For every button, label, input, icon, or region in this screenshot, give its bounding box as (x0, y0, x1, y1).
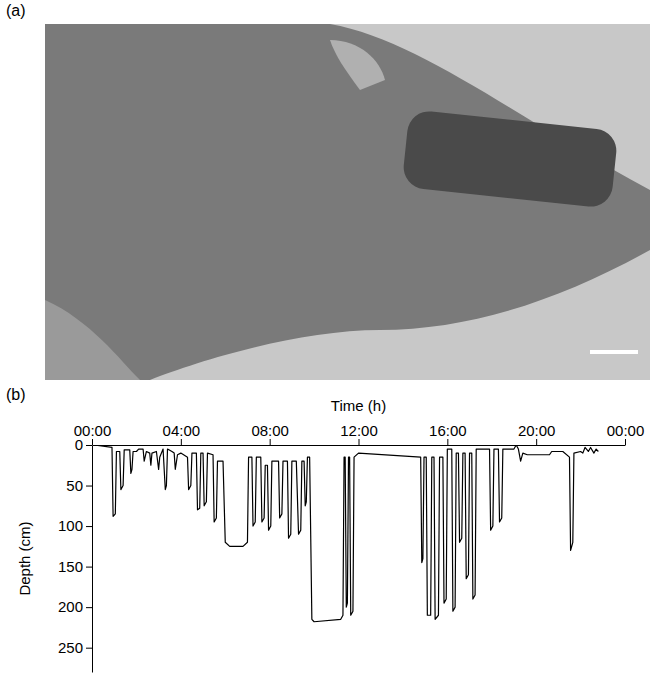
y-tick-label: 150 (58, 558, 83, 575)
x-tick-label: 08:00 (251, 422, 289, 439)
x-tick-label: 16:00 (429, 422, 467, 439)
x-tick-mark (270, 439, 271, 445)
figure: (a)(b)00:0004:0008:0012:0016:0020:0000:0… (0, 0, 656, 685)
y-tick-label: 200 (58, 598, 83, 615)
x-tick-mark (181, 439, 182, 445)
y-tick-mark (86, 567, 92, 568)
x-axis-line (93, 445, 626, 446)
y-tick-mark (86, 648, 92, 649)
y-axis-title: Depth (cm) (16, 521, 33, 595)
y-tick-label: 50 (66, 477, 83, 494)
photo-background (45, 24, 650, 380)
y-tick-label: 0 (75, 436, 83, 453)
x-tick-label: 04:00 (163, 422, 201, 439)
y-tick: 100 (58, 517, 92, 534)
x-tick: 16:00 (429, 422, 467, 445)
y-tick-label: 100 (58, 517, 83, 534)
x-tick: 12:00 (340, 422, 378, 445)
data-logger (401, 109, 618, 209)
panel-label: (a) (6, 2, 26, 19)
x-tick: 00:00 (607, 422, 645, 445)
y-axis: 0 50 100 150 200 250 (58, 436, 93, 672)
x-tick-label: 00:00 (607, 422, 645, 439)
scale-bar (590, 350, 638, 354)
photo (45, 24, 650, 380)
y-axis-line (92, 446, 93, 673)
panel-label: (b) (6, 386, 26, 403)
y-tick: 150 (58, 558, 92, 575)
depth-line (94, 445, 598, 622)
x-tick-mark (447, 439, 448, 445)
x-tick-mark (359, 439, 360, 445)
x-tick: 04:00 (163, 422, 201, 445)
x-tick: 08:00 (251, 422, 289, 445)
y-tick: 50 (66, 477, 92, 494)
y-tick: 200 (58, 598, 92, 615)
y-tick: 0 (75, 436, 92, 453)
y-tick: 250 (58, 639, 92, 656)
y-tick-mark (86, 445, 92, 446)
x-tick: 20:00 (518, 422, 556, 445)
x-tick-label: 12:00 (340, 422, 378, 439)
x-tick-mark (536, 439, 537, 445)
x-axis: 00:0004:0008:0012:0016:0020:0000:00 (74, 422, 645, 446)
x-tick-label: 20:00 (518, 422, 556, 439)
limb (330, 40, 385, 90)
x-tick-mark (625, 439, 626, 445)
y-tick-mark (86, 526, 92, 527)
plot-area (94, 445, 598, 622)
y-tick-mark (86, 607, 92, 608)
y-tick-mark (86, 486, 92, 487)
x-tick-mark (92, 439, 93, 445)
y-tick-label: 250 (58, 639, 83, 656)
x-axis-title: Time (h) (331, 397, 386, 414)
animal-body (45, 24, 650, 380)
limb (45, 300, 140, 380)
